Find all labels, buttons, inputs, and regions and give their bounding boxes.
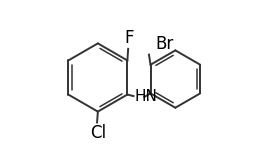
Text: Cl: Cl xyxy=(90,124,106,142)
Text: F: F xyxy=(124,29,134,47)
Text: HN: HN xyxy=(134,89,157,104)
Text: Br: Br xyxy=(155,35,174,53)
